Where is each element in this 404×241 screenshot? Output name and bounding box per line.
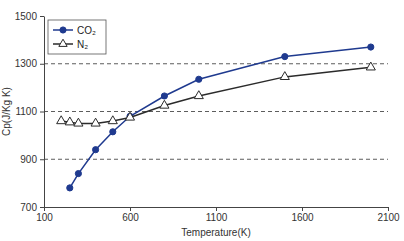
data-point xyxy=(196,76,202,82)
tick-label: 900 xyxy=(20,154,37,165)
legend-marker xyxy=(59,39,67,46)
tick: 1100 xyxy=(206,207,228,223)
tick: 900 xyxy=(20,154,44,165)
data-point xyxy=(75,170,81,176)
y-axis: 700 900 1100 1300 1500 xyxy=(15,11,45,213)
data-point xyxy=(93,147,99,153)
data-point xyxy=(67,185,73,191)
data-point xyxy=(108,116,117,124)
data-point xyxy=(110,129,116,135)
tick: 1500 xyxy=(15,11,44,22)
tick-label: 1100 xyxy=(15,106,37,117)
tick-mark xyxy=(130,207,131,211)
legend: CO₂ N₂ xyxy=(48,20,106,54)
legend-item: N₂ xyxy=(53,39,88,50)
tick-label: 1500 xyxy=(15,11,38,22)
axis-line xyxy=(44,17,45,208)
data-point xyxy=(161,93,167,99)
grid-line xyxy=(44,63,388,64)
tick-label: 1600 xyxy=(291,212,314,223)
y-axis-title: Cp(J/Kg K) xyxy=(1,87,12,136)
series-group xyxy=(57,44,376,191)
grid-line xyxy=(44,159,388,160)
series-line xyxy=(61,67,371,123)
data-point xyxy=(125,112,134,120)
tick-mark xyxy=(40,159,44,160)
tick: 1300 xyxy=(15,58,44,69)
tick-label: 1300 xyxy=(15,58,38,69)
data-point xyxy=(366,62,375,70)
data-point xyxy=(74,118,83,126)
tick-mark xyxy=(40,112,44,113)
tick-label: 100 xyxy=(36,212,53,223)
data-point xyxy=(194,91,203,99)
tick-mark xyxy=(302,207,303,211)
tick-label: 700 xyxy=(20,202,37,213)
data-point xyxy=(65,117,74,125)
grid-line xyxy=(44,111,388,112)
grid xyxy=(44,64,388,160)
legend-label: CO₂ xyxy=(77,25,96,36)
data-point xyxy=(282,53,288,59)
legend-label: N₂ xyxy=(77,39,88,50)
legend-marker xyxy=(60,27,66,33)
tick: 600 xyxy=(122,207,139,223)
tick-label: 600 xyxy=(122,212,139,223)
tick-mark xyxy=(44,207,45,211)
tick: 2100 xyxy=(377,207,400,223)
tick-mark xyxy=(216,207,217,211)
data-point xyxy=(91,118,100,126)
tick: 700 xyxy=(20,202,44,213)
data-point xyxy=(57,116,66,124)
legend-box xyxy=(48,20,106,54)
tick-label: 1100 xyxy=(206,212,228,223)
tick-mark xyxy=(40,16,44,17)
plot: 100 600 1100 1600 2100 700 900 1100 1300 1500 CO₂ N… xyxy=(15,11,400,223)
legend-item: CO₂ xyxy=(53,25,96,36)
tick-label: 2100 xyxy=(377,212,400,223)
chart: 100 600 1100 1600 2100 700 900 1100 1300 1500 CO₂ N… xyxy=(0,0,404,241)
tick-mark xyxy=(40,207,44,208)
data-point xyxy=(280,72,289,80)
x-axis-title: Temperature(K) xyxy=(181,227,250,238)
data-point xyxy=(160,100,169,108)
x-axis: 100 600 1100 1600 2100 xyxy=(36,207,400,223)
tick-mark xyxy=(40,64,44,65)
tick: 1600 xyxy=(291,207,314,223)
data-point xyxy=(368,44,374,50)
tick: 100 xyxy=(36,207,53,223)
tick-mark xyxy=(388,207,389,211)
series-line xyxy=(70,47,371,188)
tick: 1100 xyxy=(15,106,44,117)
